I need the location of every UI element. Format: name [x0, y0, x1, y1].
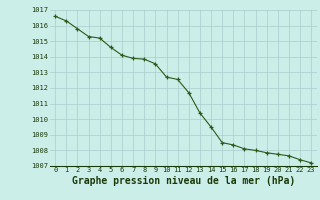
X-axis label: Graphe pression niveau de la mer (hPa): Graphe pression niveau de la mer (hPa) [72, 176, 295, 186]
